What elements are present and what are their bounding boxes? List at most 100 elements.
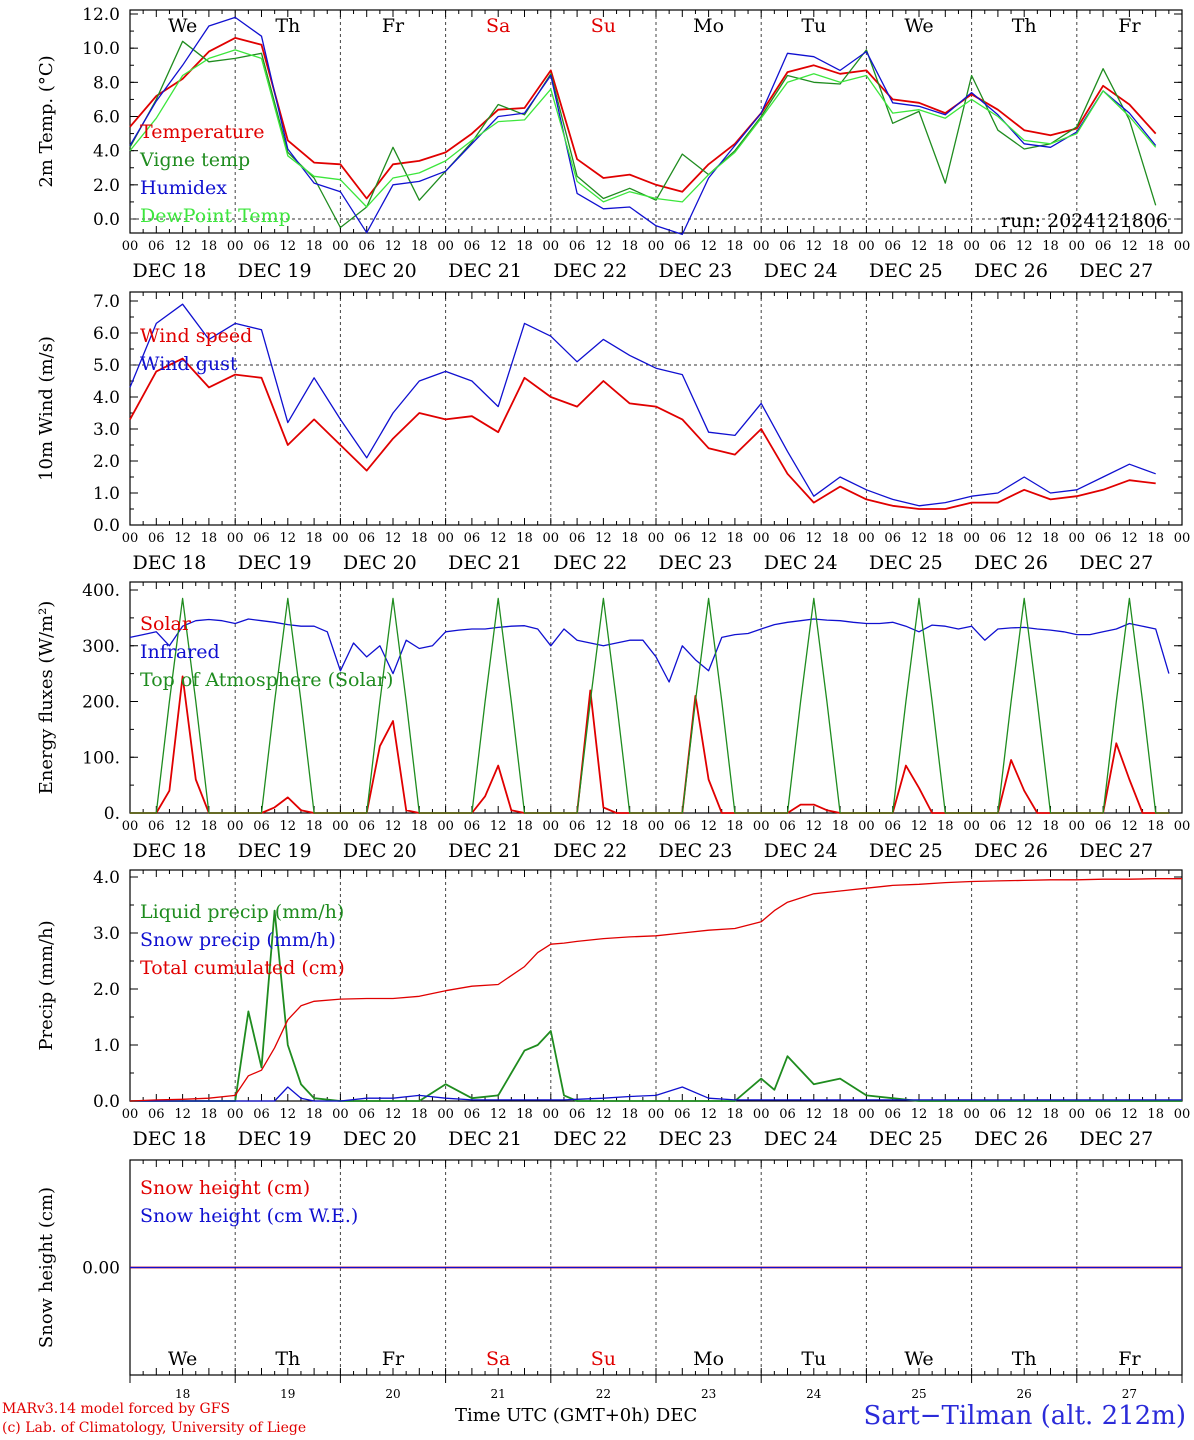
panel-1-hour-label: 06 [358, 239, 375, 254]
panel-4-ytick-label: 1.0 [93, 1036, 120, 1056]
panel-3-hour-label: 06 [884, 819, 901, 834]
panel-3-hour-label: 06 [1095, 819, 1112, 834]
panel-2-series-wind-speed [129, 357, 1156, 510]
panel-2-hour-label: 18 [727, 531, 744, 546]
panel-3-hour-label: 00 [753, 819, 770, 834]
panel-2-hour-label: 18 [516, 531, 533, 546]
panel-5-legend-entry: Snow height (cm) [140, 1177, 310, 1199]
panel-4-hour-label: 12 [280, 1107, 297, 1122]
panel-4-hour-label: 18 [1147, 1107, 1164, 1122]
panel-4-hour-label: 06 [990, 1107, 1007, 1122]
panel-2-date-label: DEC 27 [1079, 552, 1153, 574]
day-number-label: 21 [491, 1387, 506, 1401]
panel-4-date-label: DEC 20 [343, 1128, 417, 1150]
panel-2-hour-label: 18 [411, 531, 428, 546]
panel-1-date-label: DEC 24 [764, 260, 838, 282]
panel-3-ylabel: Energy fluxes (W/m²) [36, 601, 57, 795]
panel-1-hour-label: 06 [990, 239, 1007, 254]
panel-3-hour-label: 18 [1042, 819, 1059, 834]
panel-3-legend-entry: Top of Atmosphere (Solar) [140, 669, 393, 691]
panel-1-hour-label: 18 [411, 239, 428, 254]
panel-3-hour-label: 00 [648, 819, 665, 834]
panel-4-ytick-label: 2.0 [93, 980, 120, 1000]
panel-2-date-label: DEC 24 [764, 552, 838, 574]
day-label-bottom: Th [275, 1348, 300, 1370]
panel-4-hour-label: 18 [201, 1107, 218, 1122]
panel-1-hour-label: 06 [884, 239, 901, 254]
panel-4-date-label: DEC 24 [764, 1128, 838, 1150]
panel-2-hour-label: 06 [464, 531, 481, 546]
panel-3-hour-label: 18 [727, 819, 744, 834]
panel-3-hour-label: 06 [253, 819, 270, 834]
panel-3-hour-label: 06 [148, 819, 165, 834]
panel-1-legend-entry: Humidex [140, 177, 227, 199]
panel-3-legend-entry: Infrared [140, 641, 220, 663]
panel-1-hour-label: 00 [1069, 239, 1086, 254]
panel-4-hour-label: 06 [1095, 1107, 1112, 1122]
panel-3-date-label: DEC 22 [553, 840, 627, 862]
panel-2-hour-label: 18 [1147, 531, 1164, 546]
panel-4-hour-label: 18 [306, 1107, 323, 1122]
panel-1-date-label: DEC 20 [343, 260, 417, 282]
day-label-bottom: Th [1012, 1348, 1037, 1370]
panel-1-hour-label: 18 [201, 239, 218, 254]
day-number-label: 27 [1122, 1387, 1137, 1401]
panel-5-ytick-label: 0.00 [82, 1259, 120, 1279]
panel-2-date-label: DEC 25 [869, 552, 943, 574]
panel-4-hour-label: 18 [1042, 1107, 1059, 1122]
panel-4-hour-label-end: 00 [1174, 1107, 1191, 1122]
panel-3-date-label: DEC 25 [869, 840, 943, 862]
panel-4-hour-label: 06 [569, 1107, 586, 1122]
panel-2-hour-label: 06 [674, 531, 691, 546]
time-axis-title: Time UTC (GMT+0h) DEC [455, 1405, 697, 1426]
panel-2-hour-label: 00 [122, 531, 139, 546]
panel-1-run-annotation: run: 2024121806 [1001, 210, 1168, 232]
panel-1-ytick-label: 6.0 [93, 108, 120, 128]
panel-2-hour-label: 06 [1095, 531, 1112, 546]
panel-3-hour-label: 12 [490, 819, 507, 834]
day-label-top: Mo [693, 15, 724, 37]
panel-1-hour-label: 00 [963, 239, 980, 254]
panel-3-hour-label: 12 [1016, 819, 1033, 834]
panel-2-hour-label: 12 [385, 531, 402, 546]
panel-3-hour-label: 12 [174, 819, 191, 834]
panel-4-hour-label: 12 [385, 1107, 402, 1122]
panel-1-ytick-label: 10.0 [82, 39, 120, 59]
panel-3-date-label: DEC 18 [133, 840, 207, 862]
panel-4-hour-label: 00 [332, 1107, 349, 1122]
panel-1-hour-label-end: 00 [1174, 239, 1191, 254]
panel-2-hour-label: 18 [937, 531, 954, 546]
panel-4-date-label: DEC 22 [553, 1128, 627, 1150]
day-label-bottom: We [904, 1348, 933, 1370]
panel-1-hour-label: 12 [595, 239, 612, 254]
panel-3-series-top-of-atmosphere-solar [130, 597, 1169, 814]
panel-3-hour-label: 12 [1121, 819, 1138, 834]
panel-3-hour-label: 00 [543, 819, 560, 834]
day-label-bottom: Sa [486, 1348, 510, 1370]
panel-1-ylabel: 2m Temp. (°C) [36, 55, 57, 187]
day-label-top: We [168, 15, 197, 37]
panel-1-hour-label: 12 [490, 239, 507, 254]
panel-1-legend-entry: Vigne temp [139, 149, 250, 171]
day-number-label: 19 [280, 1387, 295, 1401]
day-number-label: 24 [806, 1387, 822, 1401]
panel-3-hour-label: 18 [516, 819, 533, 834]
panel-1-hour-label: 18 [1042, 239, 1059, 254]
panel-4-series-liquid-precip-mm-h [130, 909, 1182, 1102]
panel-1-ytick-label: 12.0 [82, 5, 120, 25]
panel-4-hour-label: 12 [490, 1107, 507, 1122]
panel-3-legend-entry: Solar [140, 613, 192, 635]
panel-3-ytick-label: 200. [82, 693, 120, 713]
panel-2-hour-label: 06 [990, 531, 1007, 546]
panel-3-date-label: DEC 26 [974, 840, 1048, 862]
panel-3-hour-label: 12 [385, 819, 402, 834]
month-label: DEC [655, 1405, 698, 1426]
panel-4-hour-label: 00 [648, 1107, 665, 1122]
panel-2-hour-label: 12 [1121, 531, 1138, 546]
panel-2-ytick-label: 2.0 [93, 452, 120, 472]
panel-1-ytick-label: 0.0 [93, 210, 120, 230]
panel-4-series-snow-precip-mm-h [130, 1086, 1182, 1102]
panel-4-hour-label: 00 [122, 1107, 139, 1122]
panel-2-hour-label: 12 [174, 531, 191, 546]
